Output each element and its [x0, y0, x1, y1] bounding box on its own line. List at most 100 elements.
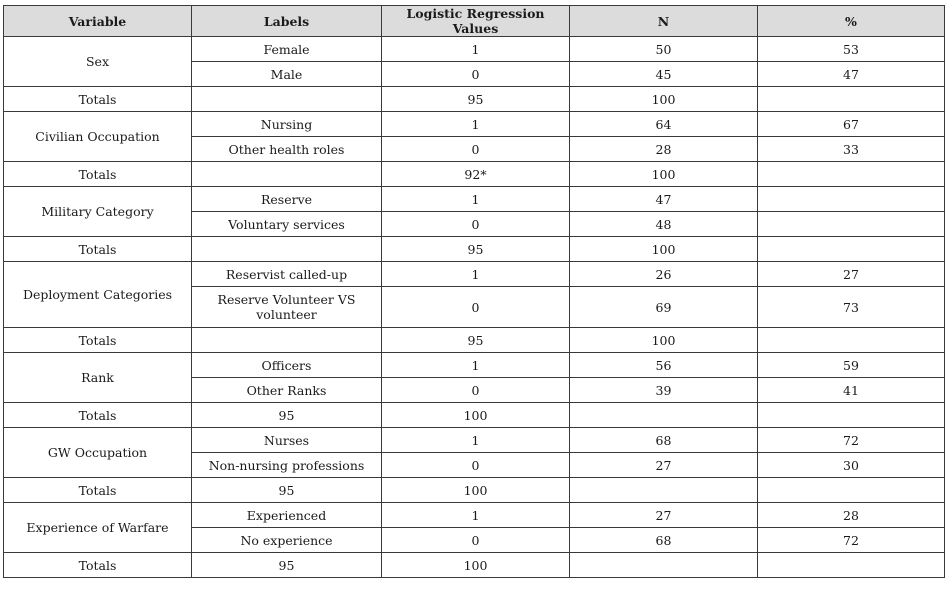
- label-cell: No experience: [191, 527, 382, 553]
- totals-lr-cell: 95: [381, 86, 570, 112]
- totals-label: Totals: [3, 161, 192, 187]
- totals-labels-cell: 95: [191, 477, 382, 503]
- totals-labels-cell: 95: [191, 402, 382, 428]
- n-cell: 48: [569, 211, 758, 237]
- n-cell: 45: [569, 61, 758, 87]
- totals-pct-cell: [757, 86, 945, 112]
- totals-row: Totals 95 100: [3, 86, 945, 112]
- lr-cell: 1: [381, 427, 570, 453]
- totals-lr-cell: 92*: [381, 161, 570, 187]
- pct-cell: 67: [757, 111, 945, 137]
- totals-pct-cell: [757, 477, 945, 503]
- lr-cell: 0: [381, 527, 570, 553]
- header-percent: %: [757, 5, 945, 37]
- table-row: Reserve Volunteer VS volunteer 0 69 73: [4, 286, 945, 328]
- totals-row: Totals 95 100: [3, 327, 945, 353]
- pct-cell: 41: [757, 377, 945, 403]
- label-cell: Nursing: [191, 111, 382, 137]
- header-row: Variable Labels Logistic Regression Valu…: [3, 5, 945, 37]
- variable-cell: GW Occupation: [3, 427, 192, 478]
- totals-labels-cell: [191, 327, 382, 353]
- lr-cell: 0: [381, 286, 570, 328]
- n-cell: 50: [569, 36, 758, 62]
- lr-cell: 1: [381, 352, 570, 378]
- table-row: Civilian Occupation Nursing 1 64 67: [3, 111, 945, 162]
- header-variable: Variable: [3, 5, 192, 37]
- header-n: N: [569, 5, 758, 37]
- pct-cell: 33: [757, 136, 945, 162]
- table-row: Sex Female 1 50 53: [3, 36, 945, 87]
- totals-row: Totals 95 100: [3, 236, 945, 262]
- variable-cell: Civilian Occupation: [3, 111, 192, 162]
- totals-row: Totals 95 100: [3, 402, 945, 428]
- pct-cell: 28: [757, 502, 945, 528]
- totals-n-cell: 100: [569, 236, 758, 262]
- pct-cell: 30: [757, 452, 945, 478]
- table-row: Other Ranks 0 39 41: [4, 377, 945, 403]
- variable-cell: Experience of Warfare: [3, 502, 192, 553]
- lr-cell: 1: [381, 111, 570, 137]
- header-labels: Labels: [191, 5, 382, 37]
- label-cell: Reserve: [191, 186, 382, 212]
- lr-cell: 0: [381, 136, 570, 162]
- totals-n-cell: [569, 402, 758, 428]
- totals-lr-cell: 100: [381, 552, 570, 578]
- lr-cell: 0: [381, 61, 570, 87]
- pct-cell: 53: [757, 36, 945, 62]
- table-row: Rank Officers 1 56 59: [3, 352, 945, 403]
- lr-cell: 1: [381, 502, 570, 528]
- variable-cell: Rank: [3, 352, 192, 403]
- n-cell: 27: [569, 452, 758, 478]
- label-cell: Reservist called-up: [191, 261, 382, 287]
- pct-cell: [757, 211, 945, 237]
- label-cell: Nurses: [191, 427, 382, 453]
- totals-pct-cell: [757, 327, 945, 353]
- totals-labels-cell: 95: [191, 552, 382, 578]
- label-cell: Non-nursing professions: [191, 452, 382, 478]
- table-row: No experience 0 68 72: [4, 527, 945, 553]
- lr-cell: 0: [381, 211, 570, 237]
- totals-label: Totals: [3, 327, 192, 353]
- totals-n-cell: 100: [569, 161, 758, 187]
- totals-row: Totals 92* 100: [3, 161, 945, 187]
- n-cell: 26: [569, 261, 758, 287]
- totals-n-cell: 100: [569, 327, 758, 353]
- n-cell: 27: [569, 502, 758, 528]
- totals-label: Totals: [3, 236, 192, 262]
- totals-lr-cell: 95: [381, 236, 570, 262]
- totals-label: Totals: [3, 477, 192, 503]
- totals-labels-cell: [191, 86, 382, 112]
- totals-n-cell: [569, 477, 758, 503]
- totals-labels-cell: [191, 236, 382, 262]
- totals-pct-cell: [757, 552, 945, 578]
- label-cell: Reserve Volunteer VS volunteer: [191, 286, 382, 328]
- n-cell: 39: [569, 377, 758, 403]
- pct-cell: 72: [757, 427, 945, 453]
- pct-cell: 47: [757, 61, 945, 87]
- pct-cell: 72: [757, 527, 945, 553]
- totals-n-cell: 100: [569, 86, 758, 112]
- table-row: Experience of Warfare Experienced 1 27 2…: [3, 502, 945, 553]
- variable-cell: Sex: [3, 36, 192, 87]
- totals-pct-cell: [757, 161, 945, 187]
- pct-cell: 59: [757, 352, 945, 378]
- n-cell: 69: [569, 286, 758, 328]
- label-cell: Voluntary services: [191, 211, 382, 237]
- pct-cell: 73: [757, 286, 945, 328]
- table-row: Other health roles 0 28 33: [4, 136, 945, 162]
- n-cell: 28: [569, 136, 758, 162]
- table-row: Voluntary services 0 48: [4, 211, 945, 237]
- header-logistic-regression-values: Logistic Regression Values: [381, 5, 570, 37]
- totals-labels-cell: [191, 161, 382, 187]
- totals-pct-cell: [757, 402, 945, 428]
- label-cell: Officers: [191, 352, 382, 378]
- data-table: Variable Labels Logistic Regression Valu…: [3, 5, 945, 578]
- label-cell: Experienced: [191, 502, 382, 528]
- lr-cell: 1: [381, 261, 570, 287]
- n-cell: 68: [569, 427, 758, 453]
- totals-label: Totals: [3, 552, 192, 578]
- totals-n-cell: [569, 552, 758, 578]
- n-cell: 64: [569, 111, 758, 137]
- label-cell: Female: [191, 36, 382, 62]
- pct-cell: 27: [757, 261, 945, 287]
